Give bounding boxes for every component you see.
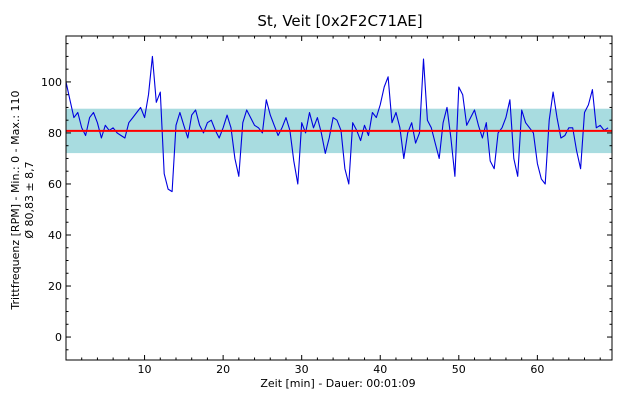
y-tick-label: 80 xyxy=(48,127,62,140)
x-axis-label: Zeit [min] - Dauer: 00:01:09 xyxy=(260,377,415,390)
y-axis-label-line-1: Trittfrequenz [RPM] - Min.: 0 - Max.: 11… xyxy=(9,90,22,310)
x-tick-label: 50 xyxy=(452,363,466,376)
plot-area: 0 20 40 60 80 100 10 20 30 40 50 60 xyxy=(41,35,613,376)
plot-frame xyxy=(65,35,613,361)
y-tick-label: 40 xyxy=(48,229,62,242)
y-axis-label-line-2: Ø 80,83 ± 8,7 xyxy=(23,161,36,238)
y-tick-label: 60 xyxy=(48,178,62,191)
cadence-series-line xyxy=(65,55,609,193)
x-tick-label: 40 xyxy=(373,363,387,376)
y-tick-label: 100 xyxy=(41,76,62,89)
x-tick-label: 60 xyxy=(530,363,544,376)
y-tick-label: 20 xyxy=(48,280,62,293)
x-tick-label: 10 xyxy=(138,363,152,376)
chart-title: St, Veit [0x2F2C71AE] xyxy=(257,12,422,30)
x-tick-label: 30 xyxy=(295,363,309,376)
y-tick-label: 0 xyxy=(55,331,62,344)
x-tick-label: 20 xyxy=(216,363,230,376)
